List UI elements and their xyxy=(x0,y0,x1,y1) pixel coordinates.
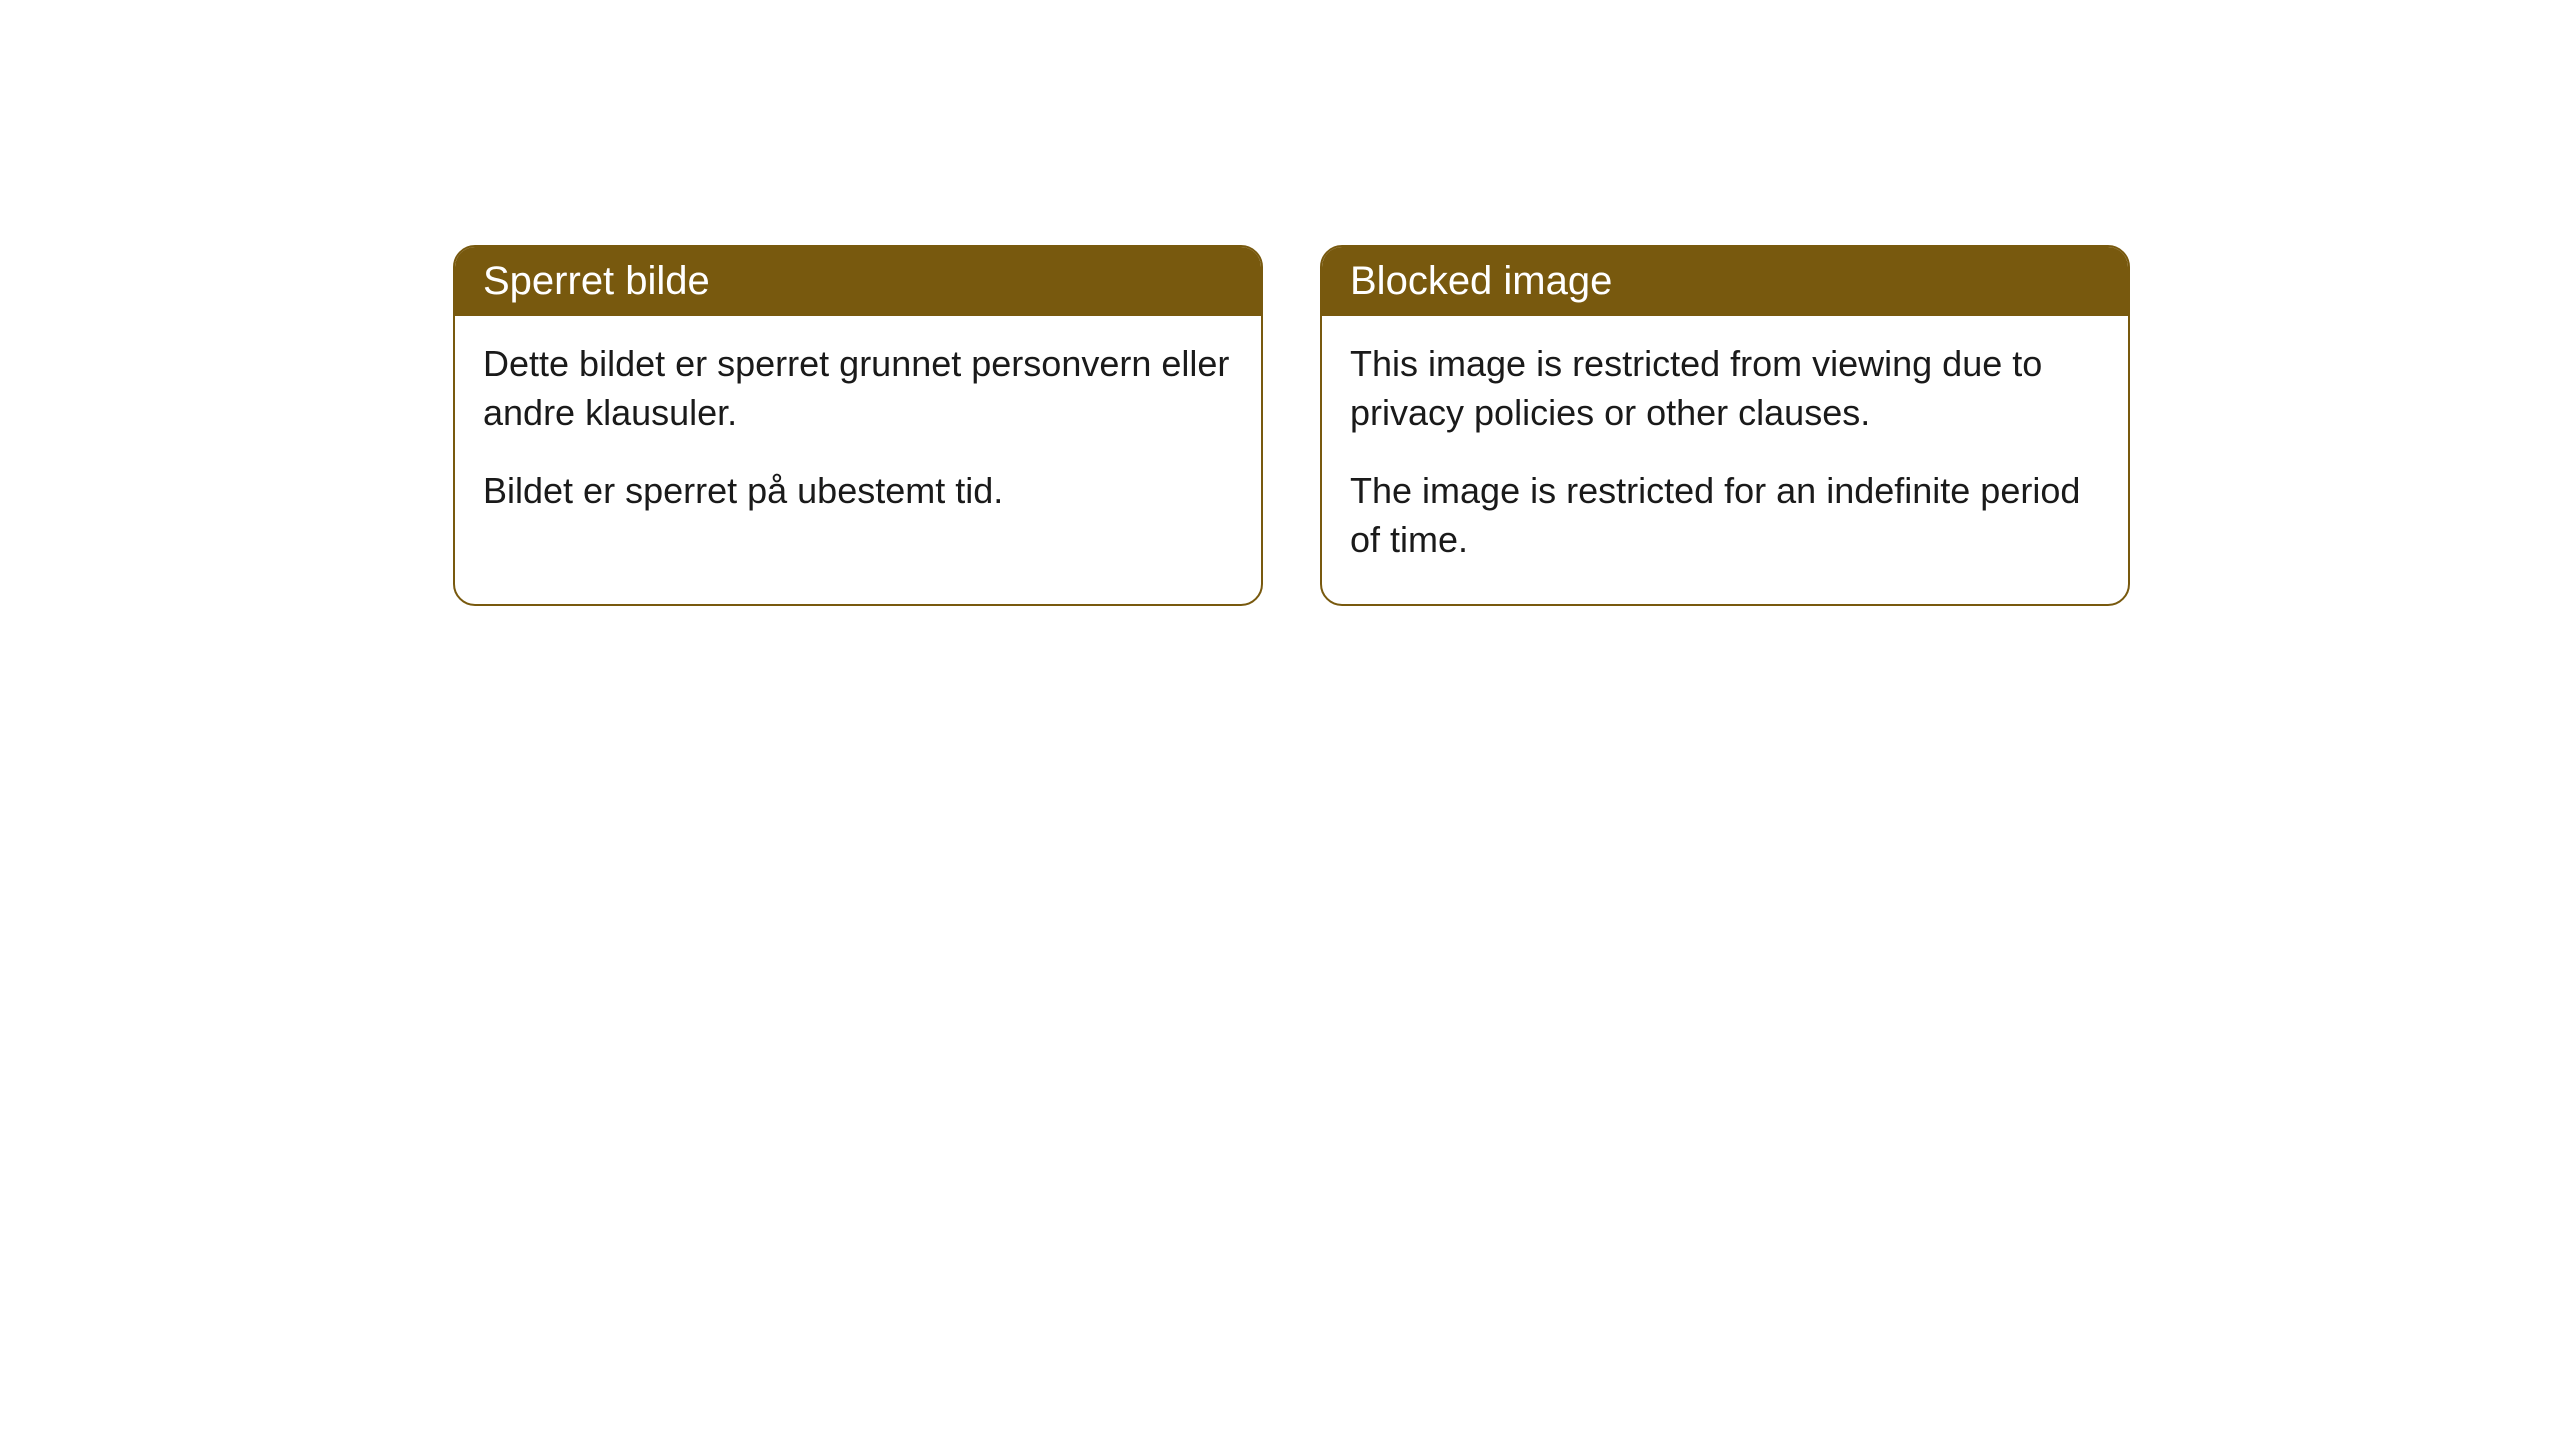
card-header: Blocked image xyxy=(1322,247,2128,316)
blocked-image-card-norwegian: Sperret bilde Dette bildet er sperret gr… xyxy=(453,245,1263,606)
card-body: Dette bildet er sperret grunnet personve… xyxy=(455,316,1261,556)
cards-container: Sperret bilde Dette bildet er sperret gr… xyxy=(453,245,2560,606)
card-paragraph: This image is restricted from viewing du… xyxy=(1350,340,2100,437)
card-paragraph: Dette bildet er sperret grunnet personve… xyxy=(483,340,1233,437)
card-title: Blocked image xyxy=(1350,259,1612,303)
card-body: This image is restricted from viewing du… xyxy=(1322,316,2128,604)
card-paragraph: The image is restricted for an indefinit… xyxy=(1350,467,2100,564)
blocked-image-card-english: Blocked image This image is restricted f… xyxy=(1320,245,2130,606)
card-title: Sperret bilde xyxy=(483,259,710,303)
card-paragraph: Bildet er sperret på ubestemt tid. xyxy=(483,467,1233,516)
card-header: Sperret bilde xyxy=(455,247,1261,316)
